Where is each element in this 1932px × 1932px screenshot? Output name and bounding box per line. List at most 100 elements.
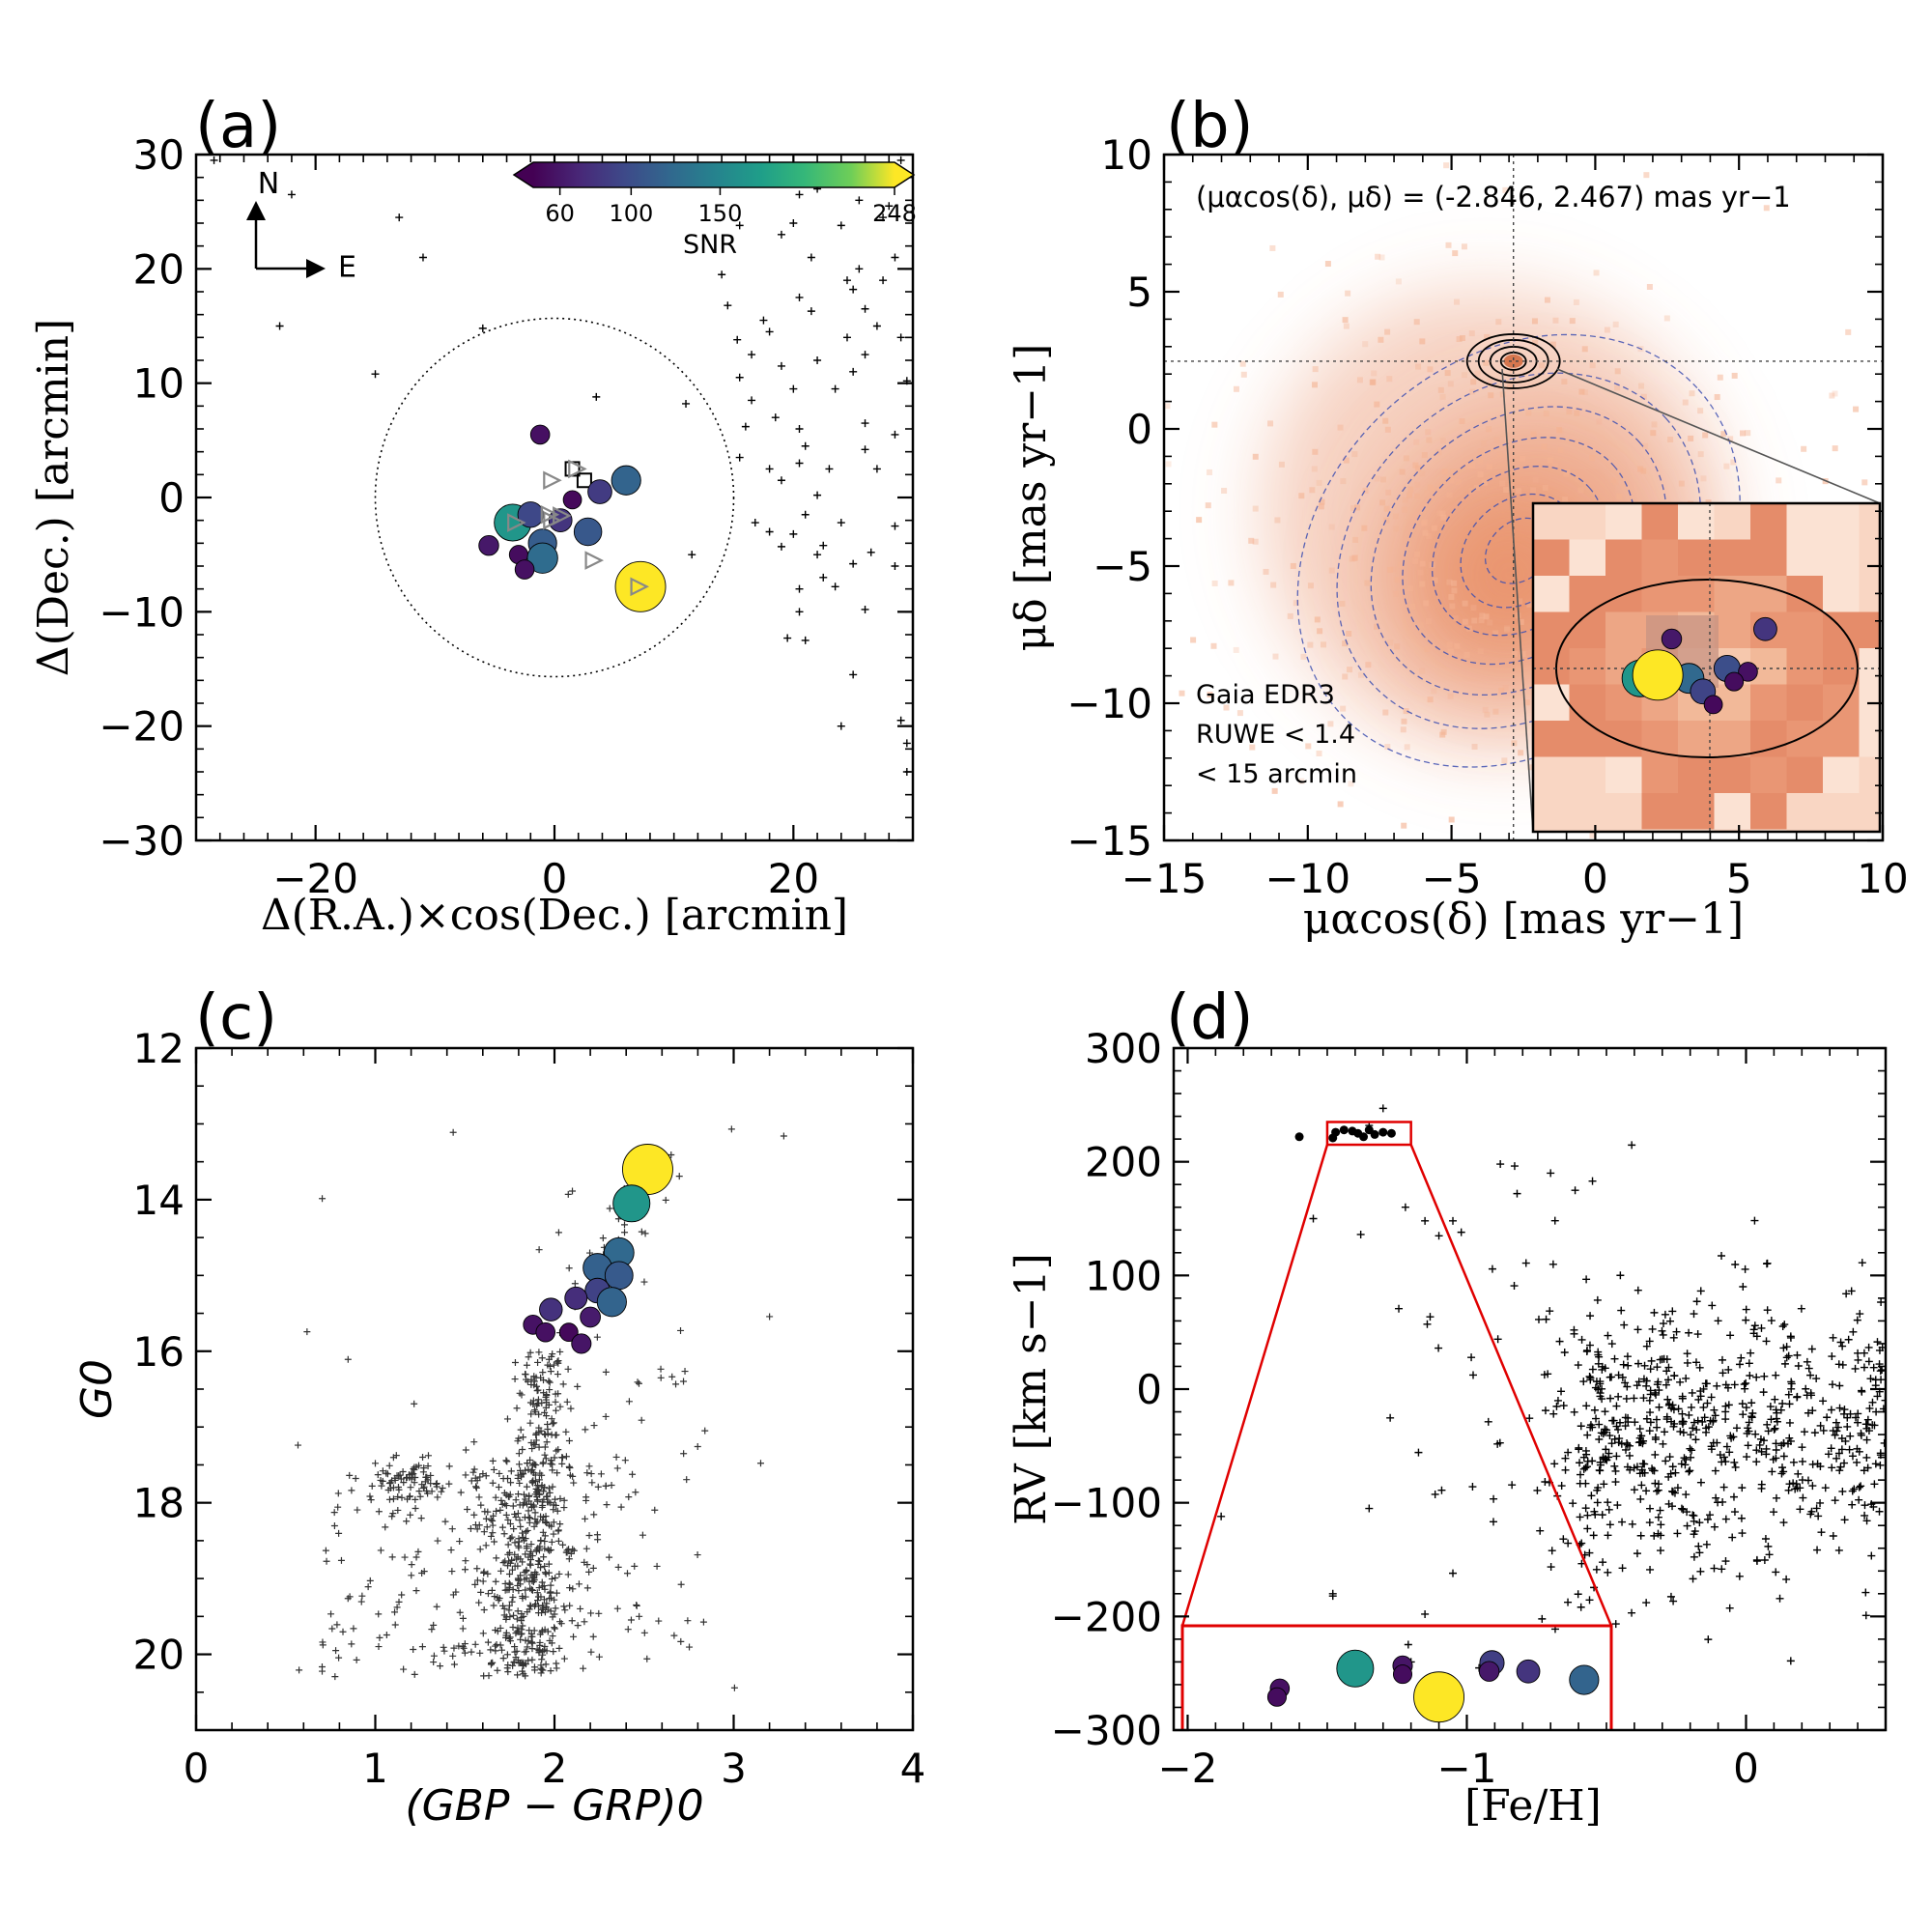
d-field-star [1656,1506,1664,1515]
c-field-star [557,1620,565,1628]
d-field-star [1586,1374,1595,1382]
c-field-star [535,1410,543,1418]
b-density-pixel [1461,243,1467,250]
b-density-pixel [1543,411,1549,417]
c-field-star [547,1667,554,1675]
b-field-contour [1370,406,1667,696]
d-field-star [1867,1551,1876,1560]
c-field-star [515,1535,523,1543]
b-density-pixel [1646,283,1653,290]
b-density-pixel [1274,517,1281,524]
c-field-star [334,1503,342,1511]
inset-density-cell [1786,611,1824,649]
b-density-pixel [1530,431,1537,438]
c-field-star [534,1396,542,1404]
c-field-star [383,1469,390,1477]
b-density-pixel [1566,409,1573,415]
d-field-star [1750,1216,1759,1225]
inset-member-star [1724,671,1745,692]
b-density-pixel [1342,317,1349,324]
b-density-pixel [1339,600,1346,607]
c-field-star [434,1537,441,1545]
c-field-star [535,1491,543,1498]
c-field-star [587,1470,595,1478]
d-field-star [1449,1569,1458,1577]
c-field-star [519,1533,526,1541]
a-field-star [855,265,864,273]
d-field-star [1664,1363,1673,1372]
b-density-pixel [1478,454,1485,461]
c-field-star [516,1479,524,1487]
c-field-star [477,1501,485,1509]
b-density-pixel [1502,186,1509,193]
c-field-star [509,1624,517,1632]
c-field-star [532,1548,540,1555]
c-field-star [408,1561,415,1569]
d-field-star [1702,1424,1711,1433]
d-field-star [1633,1549,1641,1558]
d-field-star [1829,1427,1837,1435]
d-field-star [1594,1359,1603,1368]
c-field-star [668,1373,676,1380]
c-field-star [518,1617,526,1625]
d-zoom-box [1180,1624,1613,1730]
b-density-pixel [1731,372,1738,379]
c-field-star [520,1434,527,1441]
c-field-star [541,1484,549,1492]
b-density-pixel [1314,616,1321,623]
d-field-star [1861,1420,1870,1429]
c-member-star [535,1321,556,1343]
c-field-star [657,1374,665,1381]
c-field-star [441,1518,449,1525]
b-density-pixel [1223,704,1230,711]
c-field-star [523,1543,530,1550]
b-density-pixel [1351,451,1358,458]
b-density-pixel [1620,483,1627,490]
c-field-star [408,1469,415,1477]
d-field-star [1719,1483,1728,1492]
d-field-star [1493,1335,1502,1344]
a-field-star [682,399,691,408]
c-field-star [388,1513,396,1520]
d-field-star [1547,1563,1555,1572]
d-field-star [1812,1375,1821,1383]
c-field-star [552,1398,559,1406]
c-field-star [548,1575,555,1582]
inset-density-cell [1750,684,1787,722]
c-field-star [534,1560,542,1568]
b-density-pixel [1471,617,1478,624]
panel-a-label: (a) [195,91,281,162]
d-field-star [1548,1547,1556,1555]
c-field-star [543,1412,551,1420]
c-field-star [589,1564,597,1572]
d-field-star [1863,1463,1872,1472]
c-field-star [548,1457,555,1464]
c-field-star [417,1515,425,1522]
d-field-star [1782,1353,1791,1362]
c-field-star [508,1598,516,1605]
c-field-star [528,1577,536,1585]
c-field-star [525,1507,532,1515]
a-field-star [795,190,804,199]
c-field-star [335,1529,343,1537]
d-field-star [1742,1404,1750,1412]
c-field-star [501,1579,509,1587]
d-field-star [1495,1438,1504,1447]
d-field-star [1662,1457,1670,1465]
d-field-star [1637,1481,1646,1490]
c-field-star [595,1653,603,1661]
d-field-star [1557,1482,1566,1491]
c-field-star [461,1640,469,1648]
d-field-star [1695,1548,1704,1557]
d-member-dots [1294,1125,1396,1143]
d-field-star [1659,1320,1667,1328]
d-field-star [1652,1390,1661,1399]
b-density-pixel [1233,646,1239,653]
b-cluster-contour [1465,333,1561,389]
b-density-pixel [1316,751,1322,757]
inset-density-cell [1786,829,1824,832]
inset-density-cell [1823,648,1860,685]
b-density-pixel [1287,612,1293,619]
c-field-star [614,1563,622,1571]
c-field-star [586,1249,594,1257]
